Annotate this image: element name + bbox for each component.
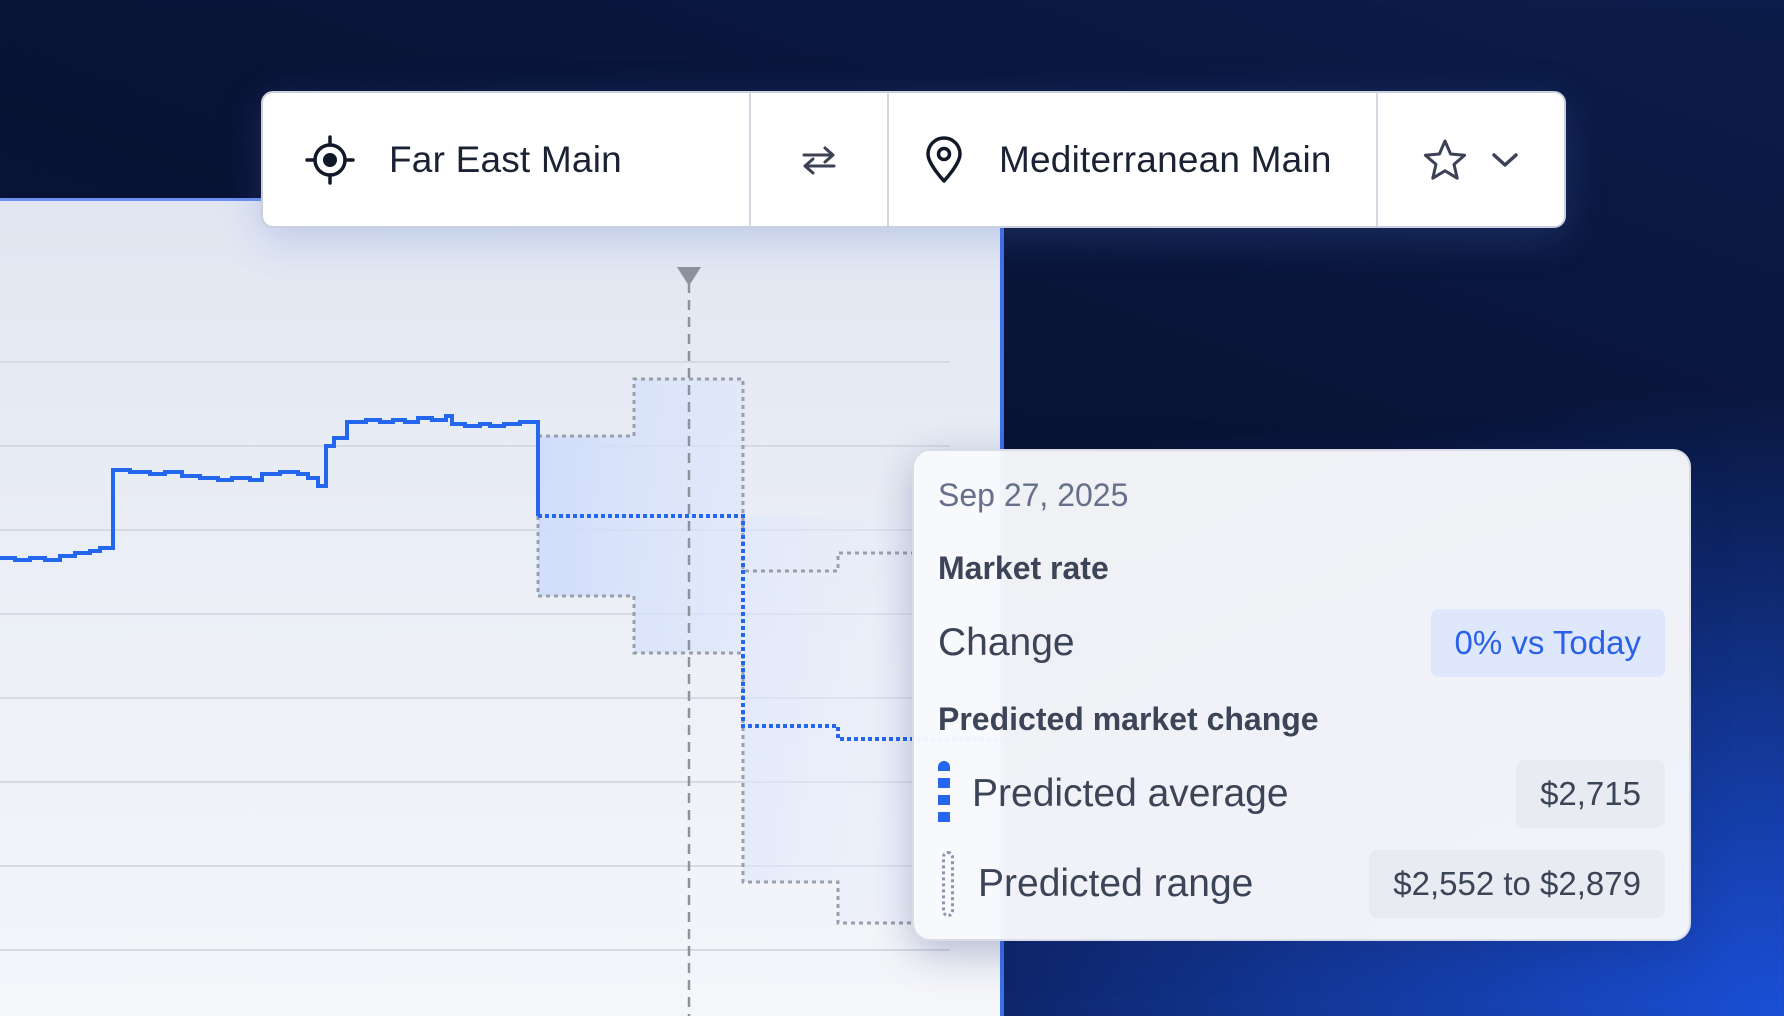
dotted-range-legend-icon (942, 851, 954, 917)
route-selector: Far East Main Mediterranean Main (261, 91, 1566, 228)
predicted-average-legend: Predicted average (938, 761, 1289, 827)
crosshair-icon (305, 134, 355, 185)
origin-field[interactable]: Far East Main (263, 93, 751, 226)
predicted-range-label: Predicted range (978, 862, 1254, 905)
destination-label: Mediterranean Main (999, 138, 1332, 180)
predicted-range-value: $2,552 to $2,879 (1369, 850, 1665, 918)
origin-label: Far East Main (389, 138, 622, 180)
favorites-control[interactable] (1378, 93, 1564, 226)
swap-route-button[interactable] (751, 93, 889, 226)
market-rate-line (0, 414, 540, 562)
rate-chart-panel[interactable] (0, 198, 1004, 1016)
predicted-average-label: Predicted average (972, 772, 1289, 815)
predicted-average-line (538, 514, 1000, 741)
predicted-average-row: Predicted average $2,715 (938, 760, 1665, 828)
dashed-line-legend-icon (938, 761, 950, 827)
predicted-range-upper-bound (538, 377, 1000, 573)
predicted-range-legend: Predicted range (938, 851, 1253, 917)
chart-tooltip: Sep 27, 2025 Market rate Change 0% vs To… (912, 449, 1691, 941)
chart-gridlines (0, 361, 950, 951)
star-icon[interactable] (1422, 138, 1468, 182)
change-row: Change 0% vs Today (938, 609, 1665, 677)
rate-chart[interactable] (0, 201, 1000, 1016)
date-marker-triangle[interactable] (677, 267, 701, 286)
predicted-change-heading: Predicted market change (938, 701, 1319, 737)
tooltip-date: Sep 27, 2025 (938, 477, 1129, 513)
swap-icon (800, 145, 838, 175)
change-value-badge: 0% vs Today (1430, 609, 1665, 677)
predicted-range-row: Predicted range $2,552 to $2,879 (938, 850, 1665, 918)
chevron-down-icon[interactable] (1490, 150, 1520, 170)
destination-field[interactable]: Mediterranean Main (889, 93, 1378, 226)
map-pin-icon (923, 135, 965, 185)
change-label: Change (938, 621, 1075, 664)
predicted-range-lower-bound (538, 594, 1000, 925)
market-rate-heading: Market rate (938, 550, 1109, 586)
predicted-average-value: $2,715 (1516, 760, 1665, 828)
